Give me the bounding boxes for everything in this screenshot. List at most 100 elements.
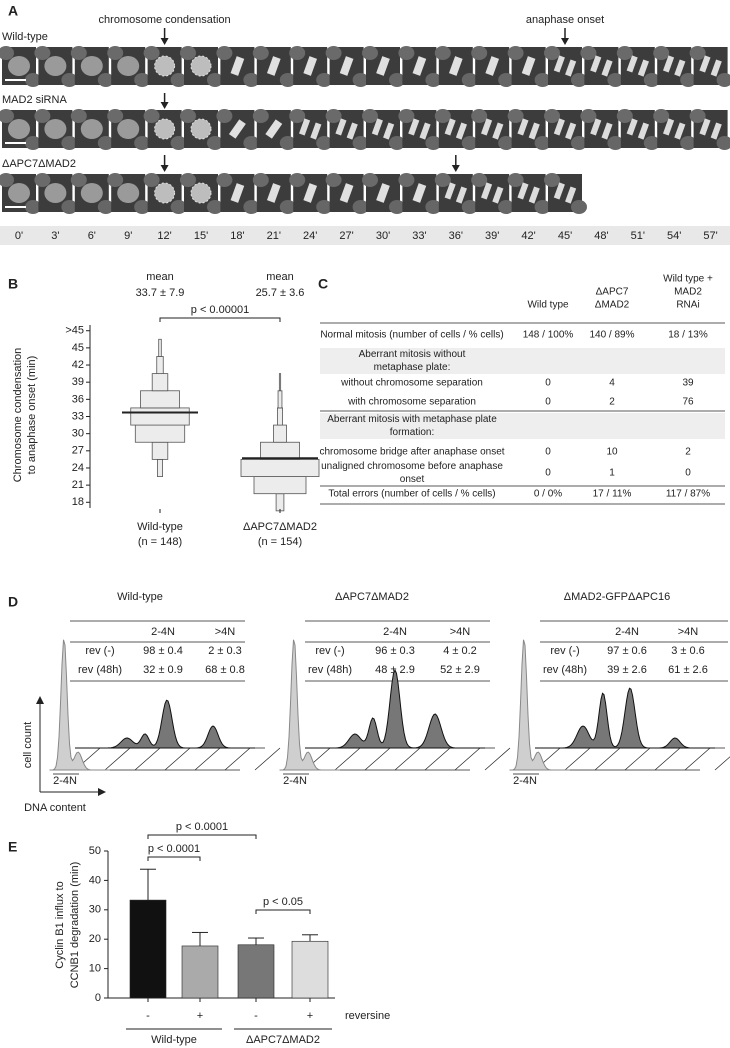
subpanel-title: ΔMAD2-GFPΔAPC16 (564, 591, 670, 603)
time-label: 45' (558, 230, 572, 242)
nucleus (154, 118, 176, 140)
frame (34, 173, 78, 214)
chromosomes (710, 122, 722, 140)
cell (279, 136, 296, 150)
group-label: ΔAPC7ΔMAD2 (246, 1034, 320, 1046)
cell (143, 173, 160, 187)
chromosomes (299, 118, 311, 136)
frame (70, 173, 114, 214)
distribution-bin (273, 424, 287, 443)
cell (471, 173, 488, 187)
floor-line (454, 747, 481, 771)
chromosomes (674, 59, 686, 77)
chromosomes (553, 55, 565, 73)
column-header: Wild type (527, 300, 569, 311)
frame (398, 109, 442, 150)
chromosomes (444, 118, 456, 136)
subpanel-title: Wild-type (117, 591, 163, 603)
histogram-front (49, 639, 110, 771)
nucleus (154, 55, 176, 77)
frame (0, 173, 41, 214)
distribution-bin (151, 441, 169, 460)
frame (289, 173, 333, 214)
histogram-front (279, 639, 340, 771)
bracket (159, 317, 281, 322)
time-label: 12' (157, 230, 171, 242)
table-cell: 0 (685, 468, 691, 479)
frame (325, 173, 369, 214)
cell (34, 109, 51, 123)
cell (362, 46, 378, 60)
frame (653, 109, 697, 150)
p-value: p < 0.0001 (148, 843, 200, 855)
table-cell: chromosome bridge after anaphase onset (319, 447, 504, 458)
cell (134, 200, 151, 214)
y-tick-label: 42 (72, 359, 84, 371)
frame (70, 109, 114, 150)
cell (544, 173, 560, 187)
frame (507, 109, 551, 150)
cell (398, 46, 415, 60)
cell (434, 46, 451, 60)
chromosomes (383, 122, 395, 140)
table-cell: 52 ± 2.9 (440, 664, 480, 676)
cell (25, 136, 41, 150)
cell (325, 109, 342, 123)
y-tick-label: 20 (89, 933, 101, 945)
nucleus (80, 183, 103, 203)
column-header: MAD2 (674, 287, 702, 298)
table-cell: 39 ± 2.6 (607, 664, 647, 676)
nucleus (44, 183, 67, 203)
nucleus (117, 183, 140, 203)
p-value: p < 0.0001 (176, 821, 228, 833)
mean-title: mean (146, 271, 174, 283)
table-cell: onset (400, 474, 425, 485)
table-cell: 96 ± 0.3 (375, 645, 415, 657)
frame (544, 109, 587, 150)
frame (507, 173, 551, 214)
nucleus (154, 182, 176, 204)
frame (616, 109, 660, 150)
cell (571, 136, 587, 150)
chromosomes (553, 182, 565, 200)
chromosomes (303, 183, 318, 203)
bracket (147, 856, 201, 861)
frame (362, 109, 405, 150)
group-label: Wild-type (151, 1034, 197, 1046)
frame (180, 173, 223, 214)
time-label: 3' (51, 230, 59, 242)
table-cell: 117 / 87% (666, 489, 710, 500)
cell (425, 136, 442, 150)
subpanel-title: ΔAPC7ΔMAD2 (335, 591, 409, 603)
cell (107, 109, 124, 123)
nucleus (80, 119, 103, 139)
cell (70, 109, 87, 123)
bracket (147, 834, 257, 839)
arrow-head (451, 165, 460, 172)
chromosomes (376, 183, 390, 203)
nucleus (117, 119, 140, 139)
frame (289, 109, 333, 150)
chromosomes (412, 56, 427, 76)
chromosomes (565, 186, 577, 204)
chromosomes (565, 122, 577, 140)
floor-line (364, 747, 391, 771)
cell (643, 136, 660, 150)
nucleus (44, 119, 67, 139)
bar (291, 940, 329, 999)
time-label: 51' (631, 230, 645, 242)
distribution-bin (158, 338, 162, 357)
bracket (255, 909, 311, 914)
table-cell: Normal mitosis (number of cells / % cell… (320, 330, 503, 341)
frame (398, 46, 442, 87)
cell (243, 200, 260, 214)
table-cell: 4 (609, 378, 615, 389)
cell (180, 46, 196, 60)
chromosomes (444, 182, 456, 200)
floor-line (334, 747, 361, 771)
cell (498, 200, 515, 214)
y-tick-label: 18 (72, 496, 84, 508)
frame (471, 173, 515, 214)
time-label: 54' (667, 230, 681, 242)
y-tick-label: 33 (72, 410, 84, 422)
